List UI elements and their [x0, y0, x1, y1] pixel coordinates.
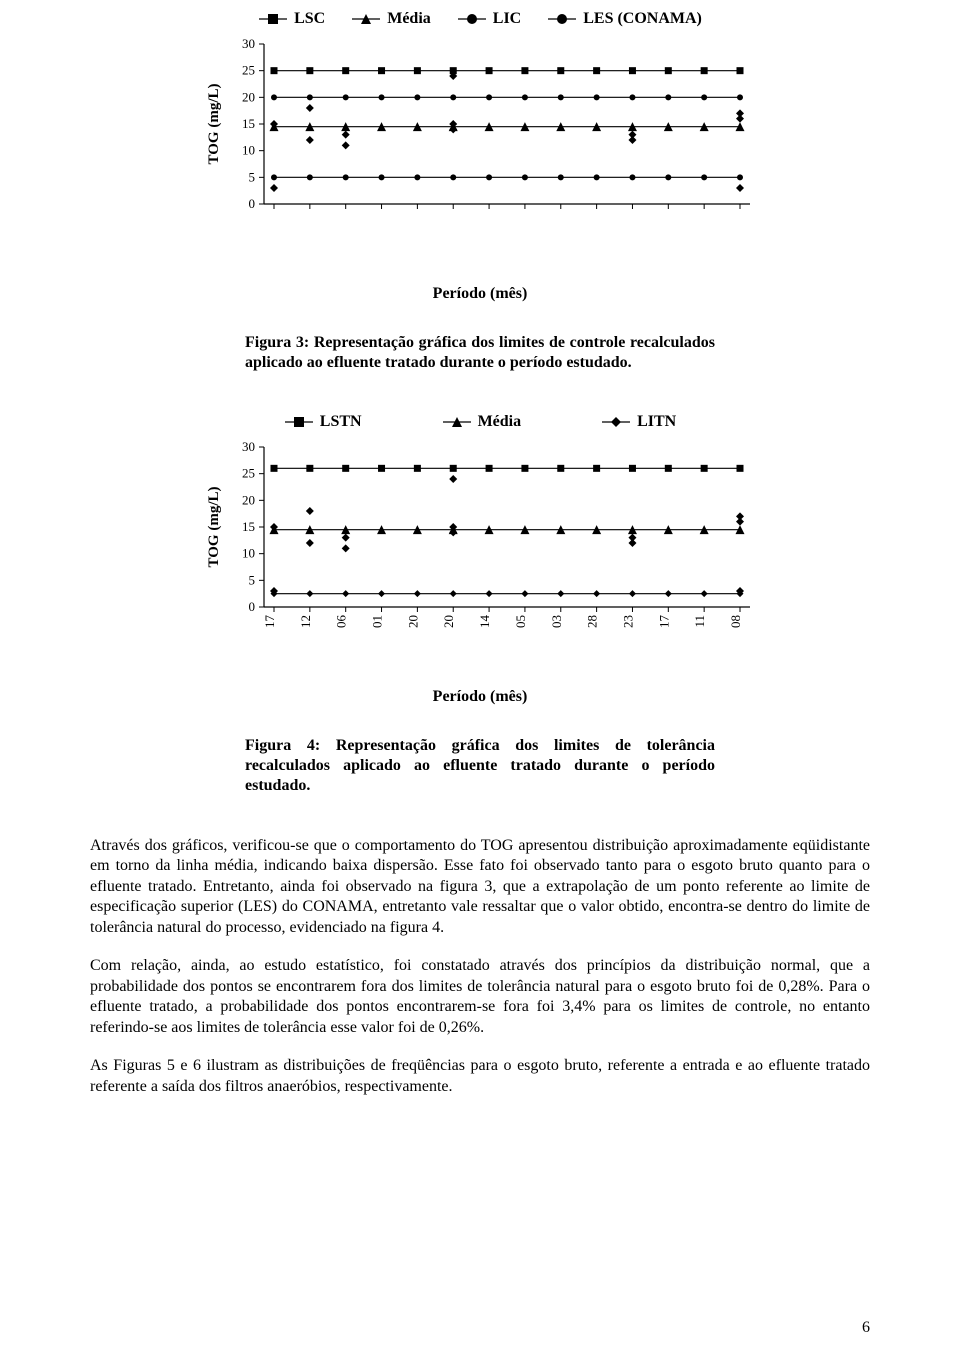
legend-item: LES (CONAMA): [547, 10, 702, 28]
svg-text:15: 15: [242, 116, 255, 131]
figure-3: LSC Média LIC LES (CONAMA) 0 5 10 15 20 25 30 TOG …: [200, 10, 760, 303]
svg-text:5: 5: [249, 572, 256, 587]
svg-text:11: 11: [692, 615, 707, 628]
chart2-xlabel: Período (mês): [200, 688, 760, 706]
figure-3-caption: Figura 3: Representação gráfica dos limi…: [245, 333, 715, 373]
chart2-legend: LSTN Média LITN: [200, 413, 760, 431]
svg-text:25: 25: [242, 466, 255, 481]
chart1-legend: LSC Média LIC LES (CONAMA): [200, 10, 760, 28]
svg-text:20: 20: [405, 615, 420, 628]
legend-item: LSTN: [284, 413, 362, 431]
paragraph-2: Com relação, ainda, ao estudo estatístic…: [90, 956, 870, 1038]
legend-item: LIC: [457, 10, 521, 28]
svg-text:06: 06: [334, 615, 349, 629]
svg-text:20: 20: [242, 89, 255, 104]
page-number: 6: [862, 1319, 870, 1337]
paragraph-1: Através dos gráficos, verificou-se que o…: [90, 836, 870, 938]
chart1-svg: 0 5 10 15 20 25 30 TOG (mg/L): [200, 36, 760, 250]
svg-text:30: 30: [242, 36, 255, 51]
svg-text:03: 03: [549, 615, 564, 628]
page: LSCMédiaLICLES (CONAMA) 051015202530TOG …: [0, 0, 960, 1357]
svg-text:14: 14: [477, 615, 492, 629]
legend-item: LITN: [601, 413, 676, 431]
svg-text:10: 10: [242, 143, 255, 158]
svg-text:15: 15: [242, 519, 255, 534]
svg-text:25: 25: [242, 63, 255, 78]
legend-item: Média: [442, 413, 522, 431]
legend-item: LSC: [258, 10, 325, 28]
svg-text:10: 10: [242, 546, 255, 561]
legend-item: Média: [351, 10, 431, 28]
svg-text:0: 0: [249, 196, 256, 211]
chart2-svg: 0510152025301712060120201405032823171108…: [200, 439, 760, 653]
svg-text:20: 20: [441, 615, 456, 628]
chart1-xlabel: Período (mês): [200, 285, 760, 303]
svg-text:20: 20: [242, 492, 255, 507]
svg-text:08: 08: [728, 615, 743, 628]
svg-text:TOG (mg/L): TOG (mg/L): [206, 84, 222, 165]
svg-text:30: 30: [242, 439, 255, 454]
figure-4: LSTNMédiaLITN 05101520253017120601202014…: [200, 413, 760, 706]
svg-text:28: 28: [585, 615, 600, 628]
svg-text:23: 23: [620, 615, 635, 628]
figure-4-caption: Figura 4: Representação gráfica dos limi…: [245, 736, 715, 796]
paragraph-3: As Figuras 5 e 6 ilustram as distribuiçõ…: [90, 1056, 870, 1097]
svg-text:17: 17: [262, 615, 277, 629]
svg-text:05: 05: [513, 615, 528, 628]
svg-text:TOG (mg/L): TOG (mg/L): [206, 487, 222, 568]
svg-text:0: 0: [249, 599, 256, 614]
svg-text:01: 01: [370, 615, 385, 628]
svg-text:5: 5: [249, 169, 256, 184]
svg-text:17: 17: [656, 615, 671, 629]
svg-text:12: 12: [298, 615, 313, 628]
